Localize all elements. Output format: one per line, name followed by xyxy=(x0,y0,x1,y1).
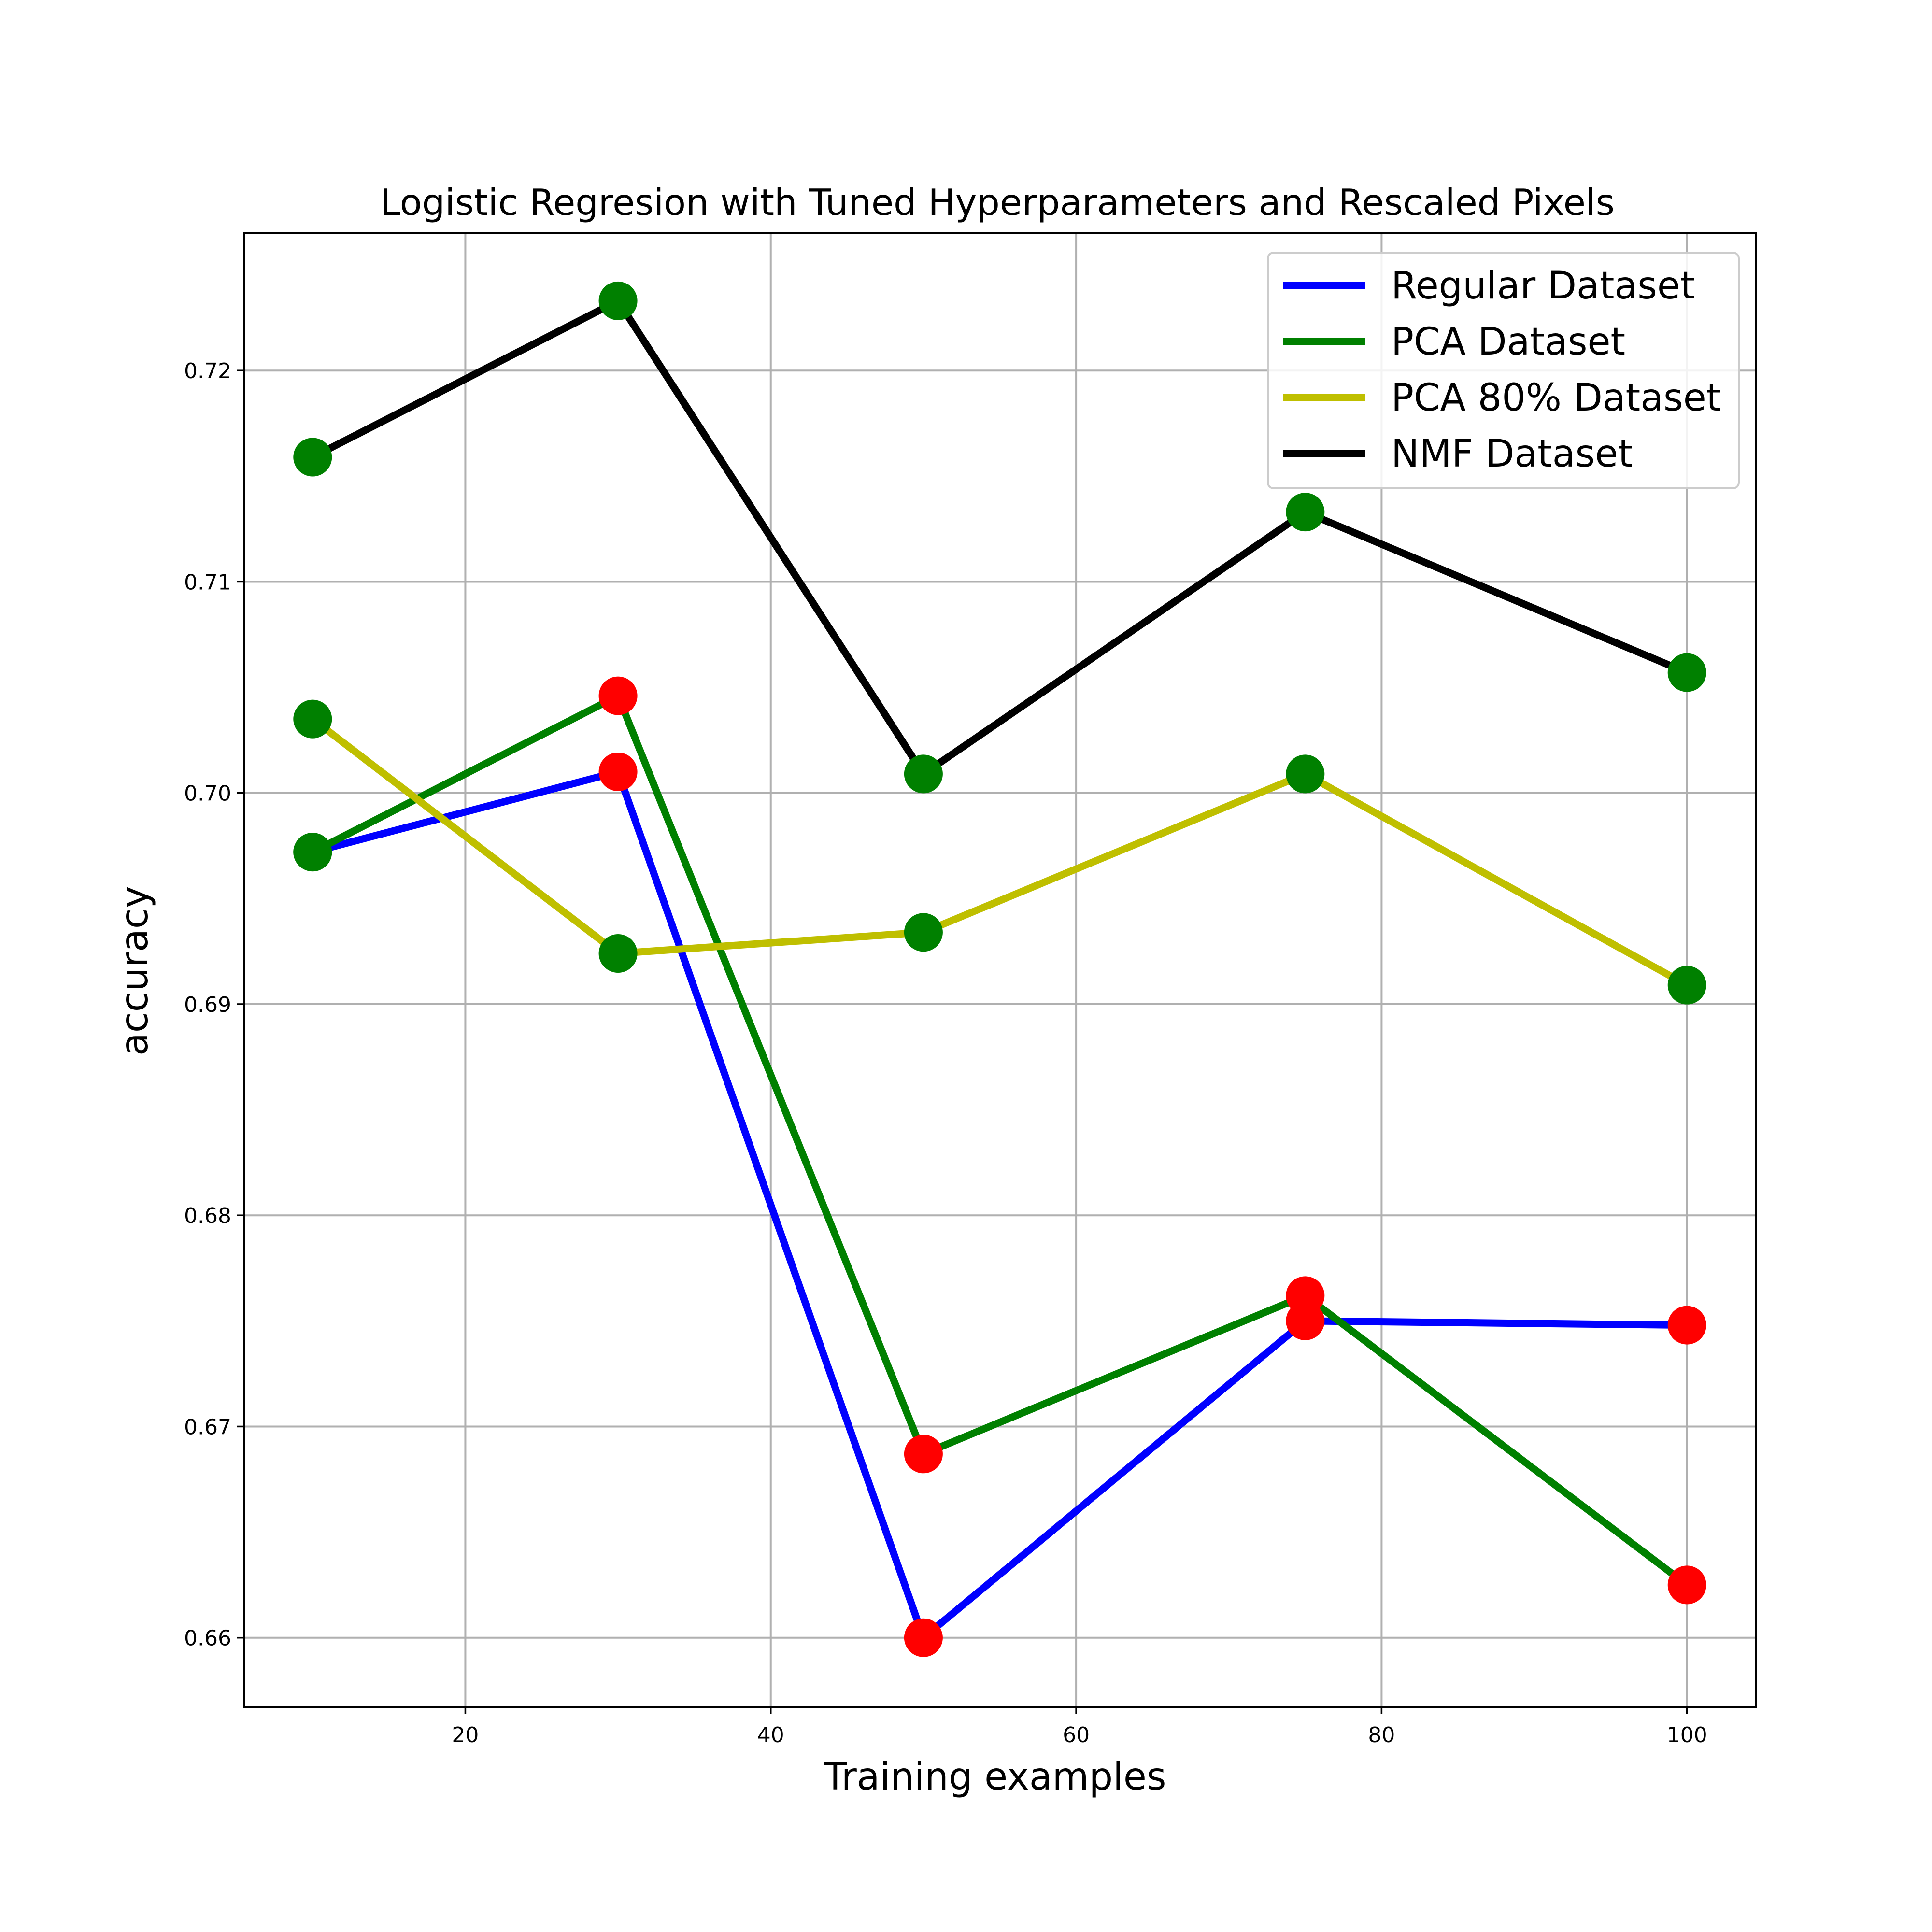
x-tick-label: 20 xyxy=(452,1723,479,1747)
data-point-nmf-dataset xyxy=(904,754,943,794)
x-tick-label: 100 xyxy=(1667,1723,1707,1747)
data-point-regular-dataset xyxy=(1667,1306,1706,1345)
y-tick-label: 0.67 xyxy=(184,1415,231,1439)
data-point-nmf-dataset xyxy=(598,281,638,320)
y-tick-label: 0.66 xyxy=(184,1626,231,1651)
x-axis-title: Training examples xyxy=(824,1755,1166,1799)
y-tick-label: 0.72 xyxy=(184,359,231,384)
legend: Regular Dataset PCA Dataset PCA 80% Datase… xyxy=(1267,252,1740,489)
legend-label: NMF Dataset xyxy=(1391,432,1633,476)
data-point-pca-80-dataset xyxy=(1667,966,1706,1005)
data-point-pca-dataset xyxy=(293,833,332,872)
data-point-pca-dataset xyxy=(598,676,638,715)
y-axis-title: accuracy xyxy=(113,886,156,1056)
plot-frame xyxy=(243,232,1757,1708)
x-tick-label: 40 xyxy=(757,1723,784,1747)
data-point-pca-80-dataset xyxy=(598,934,638,973)
data-point-pca-dataset xyxy=(1667,1565,1706,1605)
series-layer xyxy=(293,281,1706,1657)
y-tick-label: 0.68 xyxy=(184,1204,231,1228)
legend-box xyxy=(1267,252,1740,489)
data-point-pca-dataset xyxy=(1286,1276,1325,1315)
data-point-pca-dataset xyxy=(904,1435,943,1474)
data-point-pca-80-dataset xyxy=(904,913,943,952)
y-tick-label: 0.70 xyxy=(184,781,231,806)
data-point-nmf-dataset xyxy=(1286,493,1325,532)
y-tick-label: 0.71 xyxy=(184,570,231,595)
series-markers xyxy=(293,281,1706,1657)
chart-title: Logistic Regresion with Tuned Hyperparam… xyxy=(380,181,1615,224)
data-point-regular-dataset xyxy=(904,1618,943,1657)
legend-label: Regular Dataset xyxy=(1391,264,1695,308)
x-tick-label: 60 xyxy=(1063,1723,1090,1747)
data-point-regular-dataset xyxy=(598,752,638,791)
data-point-pca-80-dataset xyxy=(293,699,332,739)
data-point-pca-80-dataset xyxy=(1286,754,1325,794)
x-tick-label: 80 xyxy=(1368,1723,1395,1747)
grid xyxy=(244,233,1756,1707)
legend-label: PCA 80% Dataset xyxy=(1391,376,1721,420)
legend-label: PCA Dataset xyxy=(1391,320,1625,364)
data-point-nmf-dataset xyxy=(1667,653,1706,692)
data-point-nmf-dataset xyxy=(293,438,332,477)
y-tick-label: 0.69 xyxy=(184,993,231,1017)
ticks: 20 40 60 80 100 0.66 0.67 0.68 0.69 0.70 0.71 0.72 xyxy=(184,359,1707,1747)
